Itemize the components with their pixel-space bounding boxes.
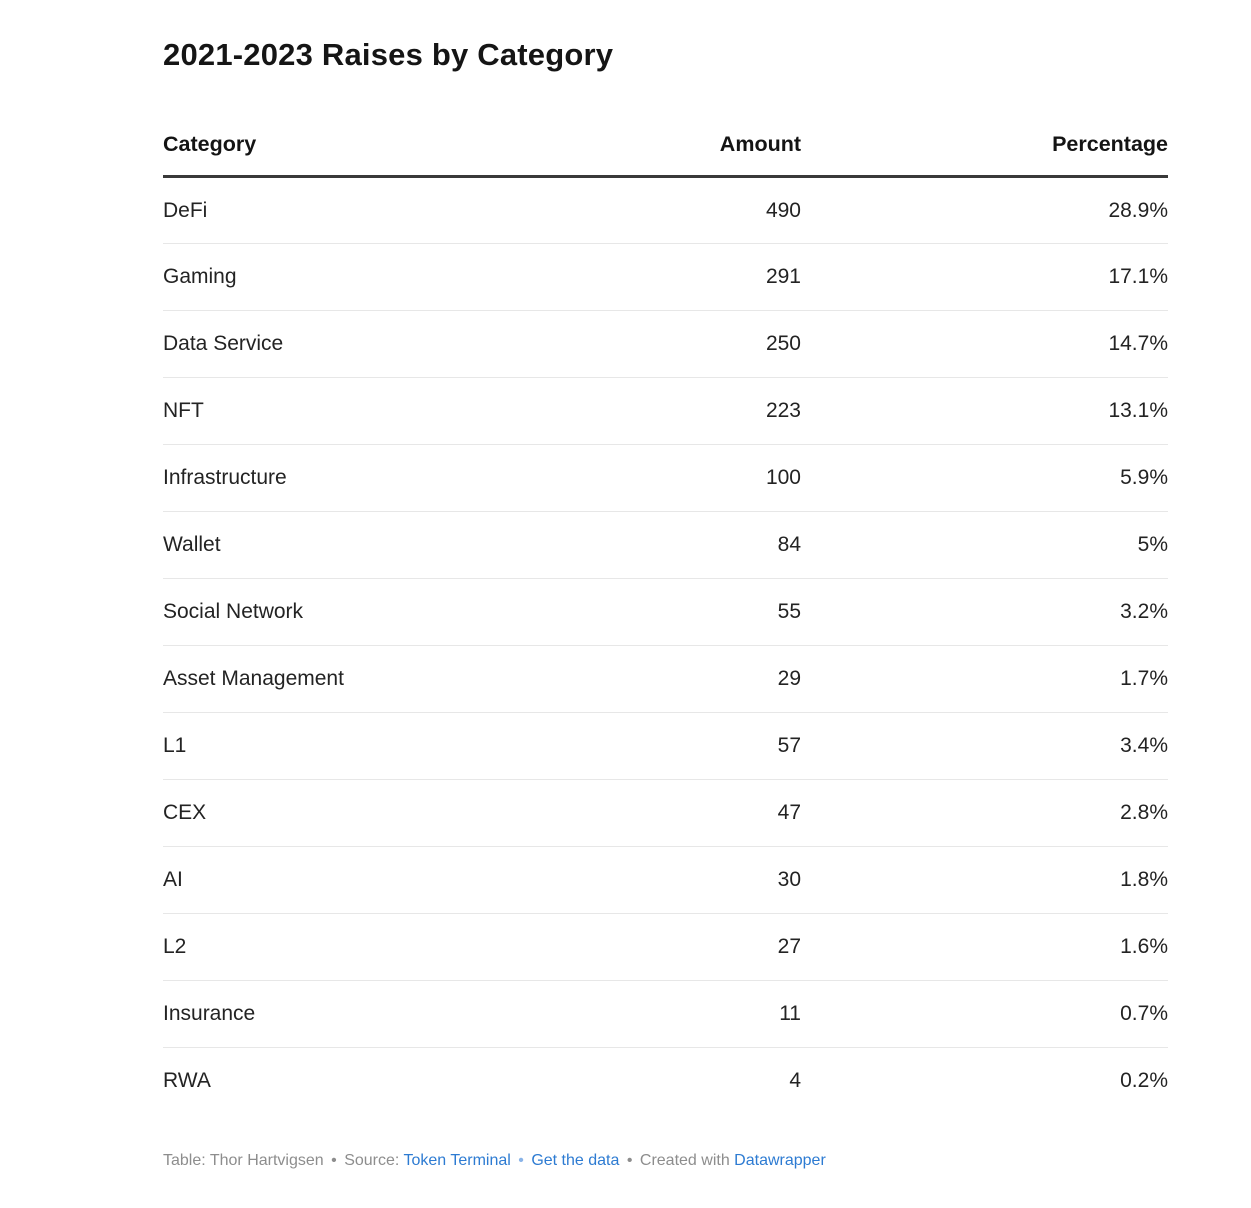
percentage-cell: 0.2% (1120, 1069, 1168, 1093)
table-row: L1 57 3.4% (163, 712, 1168, 780)
column-header-percentage: Percentage (801, 132, 1168, 178)
get-the-data-link[interactable]: Get the data (531, 1151, 620, 1169)
created-with-label: Created with (639, 1151, 730, 1169)
separator-dot: • (518, 1151, 524, 1169)
page-title: 2021-2023 Raises by Category (163, 37, 614, 72)
amount-cell: 55 (563, 578, 801, 646)
table-credit: Table: Thor Hartvigsen (163, 1151, 324, 1169)
percentage-cell: 1.6% (801, 913, 1168, 981)
column-header-category: Category (163, 132, 563, 178)
category-cell: RWA (163, 1069, 211, 1093)
category-cell: NFT (163, 377, 563, 445)
category-cell: L1 (163, 712, 563, 780)
table-row: Wallet 84 5% (163, 511, 1168, 579)
amount-cell: 84 (563, 511, 801, 579)
amount-cell: 4 (789, 1069, 801, 1093)
amount-cell: 490 (563, 176, 801, 244)
datawrapper-link[interactable]: Datawrapper (734, 1151, 826, 1169)
percentage-cell: 0.7% (801, 980, 1168, 1048)
source-link[interactable]: Token Terminal (403, 1151, 511, 1169)
separator-dot: • (331, 1151, 337, 1169)
percentage-cell: 1.8% (801, 846, 1168, 914)
amount-cell: 291 (563, 243, 801, 311)
amount-cell: 100 (563, 444, 801, 512)
column-header-amount: Amount (563, 132, 801, 178)
category-cell: Insurance (163, 980, 563, 1048)
raises-table: Category Amount Percentage DeFi 490 28.9% G… (163, 132, 1168, 1115)
category-cell: Data Service (163, 310, 563, 378)
table-row: RWA 4 0.2% (163, 1048, 1168, 1115)
percentage-cell: 3.4% (801, 712, 1168, 780)
amount-cell: 30 (563, 846, 801, 914)
percentage-cell: 1.7% (801, 645, 1168, 713)
category-cell: L2 (163, 913, 563, 981)
category-cell: DeFi (163, 176, 563, 244)
table-body: DeFi 490 28.9% Gaming 291 17.1% Data Service 25… (163, 176, 1168, 1115)
table-row: Social Network 55 3.2% (163, 578, 1168, 646)
attribution-footer: Table: Thor Hartvigsen • Source: Token T… (163, 1151, 1168, 1171)
amount-cell: 29 (563, 645, 801, 713)
table-row: AI 30 1.8% (163, 846, 1168, 914)
table-row: Gaming 291 17.1% (163, 243, 1168, 311)
percentage-cell: 14.7% (801, 310, 1168, 378)
amount-cell: 250 (563, 310, 801, 378)
table-row: L2 27 1.6% (163, 913, 1168, 981)
percentage-cell: 2.8% (801, 779, 1168, 847)
separator-dot: • (626, 1151, 633, 1169)
amount-cell: 223 (563, 377, 801, 445)
table-row: NFT 223 13.1% (163, 377, 1168, 445)
amount-cell: 11 (563, 980, 801, 1048)
percentage-cell: 13.1% (801, 377, 1168, 445)
amount-cell: 27 (563, 913, 801, 981)
percentage-cell: 17.1% (801, 243, 1168, 311)
table-row: Asset Management 29 1.7% (163, 645, 1168, 713)
category-cell: AI (163, 846, 563, 914)
category-cell: Asset Management (163, 645, 563, 713)
table-row: Insurance 11 0.7% (163, 980, 1168, 1048)
category-cell: Infrastructure (163, 444, 563, 512)
table-row: DeFi 490 28.9% (163, 176, 1168, 244)
amount-cell: 47 (563, 779, 801, 847)
table-row: Data Service 250 14.7% (163, 310, 1168, 378)
percentage-cell: 28.9% (801, 176, 1168, 244)
category-cell: CEX (163, 779, 563, 847)
table-card: 2021-2023 Raises by Category Category Am… (163, 0, 1168, 1171)
table-header: Category Amount Percentage (163, 132, 1168, 178)
category-cell: Social Network (163, 578, 563, 646)
table-row: Infrastructure 100 5.9% (163, 444, 1168, 512)
header-row: Category Amount Percentage (163, 132, 1168, 178)
amount-cell: 57 (563, 712, 801, 780)
percentage-cell: 3.2% (801, 578, 1168, 646)
category-cell: Wallet (163, 511, 563, 579)
category-cell: Gaming (163, 243, 563, 311)
percentage-cell: 5.9% (801, 444, 1168, 512)
source-label: Source: (344, 1151, 400, 1169)
table-row: CEX 47 2.8% (163, 779, 1168, 847)
percentage-cell: 5% (801, 511, 1168, 579)
